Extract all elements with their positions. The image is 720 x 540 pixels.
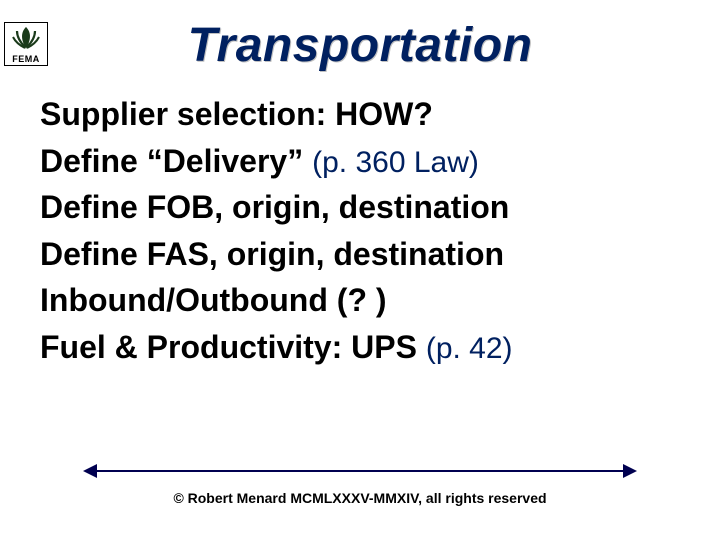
fema-logo: FEMA (4, 22, 48, 66)
line-bold: Define FOB, origin, destination (40, 189, 509, 225)
body-line: Define FAS, origin, destination (40, 231, 680, 278)
line-citation: (p. 360 Law) (312, 146, 479, 179)
slide-body: Supplier selection: HOW? Define “Deliver… (40, 91, 680, 370)
line-bold: Fuel & Productivity: UPS (40, 329, 426, 365)
line-bold: Supplier selection: HOW? (40, 96, 433, 132)
logo-label: FEMA (12, 54, 40, 64)
body-line: Define FOB, origin, destination (40, 184, 680, 231)
body-line: Define “Delivery” (p. 360 Law) (40, 138, 680, 185)
leaf-icon (11, 25, 41, 51)
line-bold: Define FAS, origin, destination (40, 236, 504, 272)
copyright-footer: © Robert Menard MCMLXXXV-MMXIV, all righ… (0, 490, 720, 506)
line-bold: Inbound/Outbound (? ) (40, 282, 387, 318)
line-bold: Define “Delivery” (40, 143, 312, 179)
divider-line (95, 470, 625, 472)
line-citation: (p. 42) (426, 332, 513, 365)
body-line: Supplier selection: HOW? (40, 91, 680, 138)
body-line: Fuel & Productivity: UPS (p. 42) (40, 324, 680, 371)
body-line: Inbound/Outbound (? ) (40, 277, 680, 324)
slide-title: Transportation (0, 18, 720, 73)
double-arrow-divider (95, 464, 625, 478)
arrow-right-icon (623, 464, 637, 478)
